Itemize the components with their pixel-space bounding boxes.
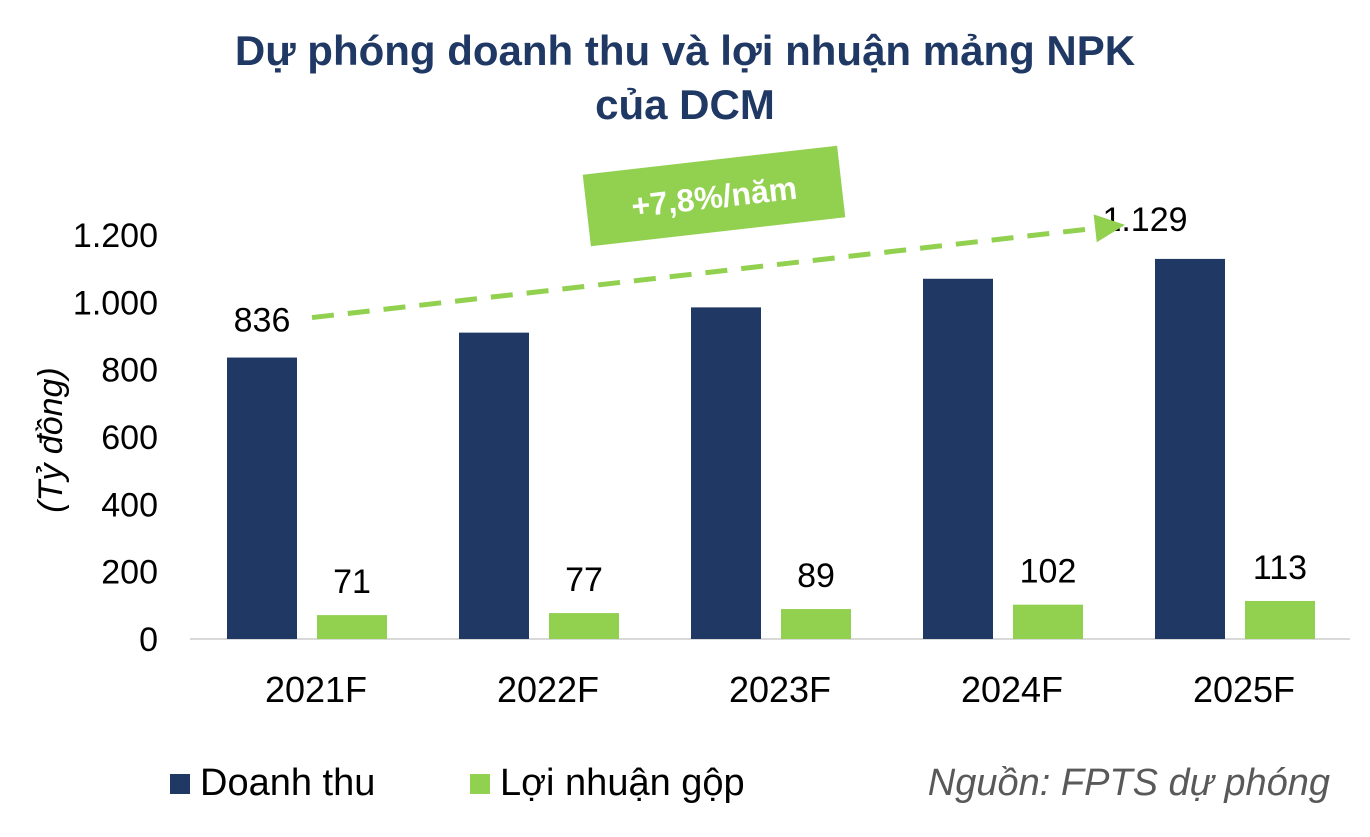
- data-label-profit: 89: [797, 557, 835, 595]
- bar-revenue: [691, 307, 761, 639]
- y-tick-label: 1.200: [73, 217, 158, 255]
- legend-item-profit: Lợi nhuận gộp: [470, 762, 745, 805]
- y-axis-label: (Tỷ đồng): [32, 367, 70, 513]
- legend-swatch-revenue: [170, 773, 190, 794]
- data-label-profit: 113: [1253, 549, 1307, 587]
- bar-revenue: [459, 332, 529, 639]
- y-tick-label: 200: [101, 554, 158, 592]
- x-tick-label: 2021F: [265, 669, 367, 710]
- growth-arrow-line: [311, 225, 1096, 321]
- y-tick-label: 800: [101, 352, 158, 390]
- x-tick-label: 2023F: [729, 669, 831, 710]
- chart-title-line-1: Dự phóng doanh thu và lợi nhuận mảng NPK: [234, 27, 1136, 74]
- data-label-profit: 71: [333, 563, 371, 601]
- source-note: Nguồn: FPTS dự phóng: [927, 762, 1330, 804]
- bar-profit: [781, 609, 851, 639]
- bar-profit: [317, 615, 387, 639]
- x-tick-label: 2025F: [1193, 669, 1295, 710]
- bar-profit: [1245, 600, 1315, 639]
- data-label-revenue: 1.129: [1102, 201, 1187, 239]
- data-label-profit: 102: [1020, 553, 1077, 591]
- legend-label-revenue: Doanh thu: [200, 762, 376, 804]
- x-tick-label: 2024F: [961, 669, 1063, 710]
- growth-callout: +7,8%/năm: [582, 145, 846, 247]
- bar-profit: [1013, 604, 1083, 639]
- growth-arrow-head: [1093, 214, 1125, 243]
- bar-revenue: [1155, 258, 1225, 639]
- legend-label-profit: Lợi nhuận gộp: [500, 762, 745, 804]
- data-label-revenue: 836: [234, 302, 291, 340]
- y-tick-label: 600: [101, 419, 158, 457]
- chart-title-line-2: của DCM: [595, 81, 775, 128]
- bar-revenue: [923, 278, 993, 639]
- growth-callout-box: [582, 145, 846, 247]
- chart-title: Dự phóng doanh thu và lợi nhuận mảng NPK…: [0, 24, 1370, 132]
- legend: Doanh thu Lợi nhuận gộp: [170, 762, 1350, 818]
- y-tick-label: 0: [139, 621, 158, 659]
- y-tick-label: 400: [101, 486, 158, 524]
- y-tick-label: 1.000: [73, 284, 158, 322]
- legend-item-revenue: Doanh thu: [170, 762, 375, 805]
- bar-revenue: [227, 357, 297, 639]
- x-tick-label: 2022F: [497, 669, 599, 710]
- legend-swatch-profit: [470, 773, 490, 794]
- bar-profit: [549, 613, 619, 639]
- data-label-profit: 77: [565, 561, 603, 599]
